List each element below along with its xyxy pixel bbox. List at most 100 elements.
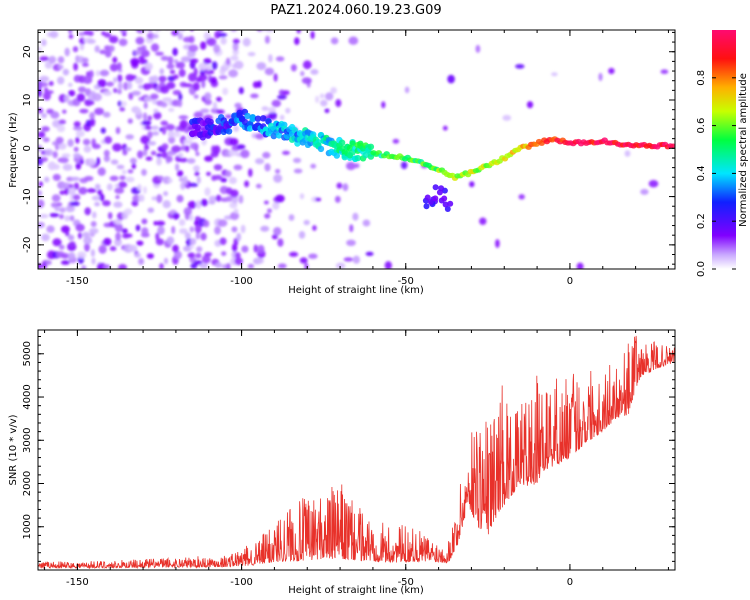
noise-cell xyxy=(167,56,174,65)
noise-cell xyxy=(299,257,308,264)
noise-cell xyxy=(210,70,214,74)
noise-cell xyxy=(118,264,128,269)
noise-cell xyxy=(81,265,87,269)
noise-cell xyxy=(169,69,176,75)
ridge-point xyxy=(354,154,361,162)
noise-cell xyxy=(98,245,107,254)
noise-cell xyxy=(59,157,69,164)
noise-cell xyxy=(229,211,240,221)
noise-cell xyxy=(69,215,75,222)
noise-cell xyxy=(50,111,60,119)
noise-cell xyxy=(301,77,312,84)
noise-cell xyxy=(233,60,244,70)
noise-cell xyxy=(261,106,269,111)
ridge-point xyxy=(367,143,375,150)
noise-cell xyxy=(238,194,244,204)
noise-cell xyxy=(189,214,194,222)
noise-cell xyxy=(91,195,101,201)
noise-cell xyxy=(173,59,179,64)
ridge-point xyxy=(333,152,340,159)
noise-cell xyxy=(92,211,97,219)
noise-cell xyxy=(264,67,275,76)
noise-cell xyxy=(168,107,175,112)
noise-cell xyxy=(194,224,202,234)
snr-ticks: -150 -100 -50 0 1000 2000 3000 4000 5000 xyxy=(22,330,675,588)
noise-cell xyxy=(79,42,85,51)
ridge-point xyxy=(441,195,448,202)
noise-cell xyxy=(95,70,100,77)
noise-cell xyxy=(124,147,132,152)
noise-cell xyxy=(228,176,237,185)
noise-cell xyxy=(277,238,284,247)
noise-cell xyxy=(308,253,318,259)
noise-cell xyxy=(75,223,85,232)
noise-cell xyxy=(312,225,317,231)
noise-cell xyxy=(152,33,159,39)
noise-cell xyxy=(154,30,159,33)
noise-cell xyxy=(336,182,343,189)
noise-cell xyxy=(166,81,176,90)
noise-cell xyxy=(100,127,106,134)
snr-ylabel: SNR (10 * v/v) xyxy=(8,414,19,485)
noise-cell xyxy=(84,207,91,216)
noise-cell xyxy=(255,183,262,189)
noise-cell xyxy=(97,167,106,176)
noise-cell xyxy=(195,151,200,157)
noise-cell xyxy=(94,45,100,53)
noise-cell xyxy=(469,181,475,188)
ridge-point xyxy=(275,132,283,139)
noise-cell xyxy=(60,225,70,234)
noise-cell xyxy=(151,125,159,130)
noise-cell xyxy=(277,263,287,269)
noise-cell xyxy=(203,31,211,41)
noise-cell xyxy=(294,37,300,45)
noise-cell xyxy=(143,112,148,121)
noise-cell xyxy=(58,244,65,250)
noise-cell xyxy=(60,260,70,265)
noise-cell xyxy=(330,37,339,45)
noise-cell xyxy=(38,82,49,88)
noise-cell xyxy=(67,138,74,147)
ridge-point xyxy=(362,151,369,159)
noise-cell xyxy=(113,77,118,83)
noise-cell xyxy=(155,220,166,226)
noise-cell xyxy=(135,224,141,232)
noise-cell xyxy=(240,224,246,234)
noise-cell xyxy=(161,126,167,135)
noise-cell xyxy=(264,163,271,172)
noise-cell xyxy=(68,186,76,196)
noise-cell xyxy=(180,56,191,63)
x-tick-label: -100 xyxy=(230,577,253,588)
noise-cell xyxy=(41,113,47,119)
noise-cell xyxy=(39,75,50,82)
noise-cell xyxy=(334,195,341,203)
noise-cell xyxy=(206,37,217,47)
noise-cell xyxy=(155,238,164,246)
noise-cell xyxy=(346,239,356,246)
noise-cell xyxy=(147,207,155,213)
noise-cell xyxy=(193,260,203,266)
noise-cell xyxy=(144,62,153,71)
noise-cell xyxy=(271,99,281,108)
ridge-point xyxy=(669,143,675,149)
noise-cell xyxy=(125,134,134,140)
noise-cell xyxy=(273,73,278,82)
noise-cell xyxy=(236,144,246,150)
y-tick-label: 20 xyxy=(22,45,33,58)
noise-cell xyxy=(162,97,173,102)
noise-cell xyxy=(99,69,110,77)
snr-background xyxy=(38,330,675,570)
noise-cell xyxy=(44,176,50,183)
noise-cell xyxy=(146,32,155,40)
noise-cell xyxy=(165,155,173,163)
noise-cell xyxy=(220,37,227,45)
x-tick-label: -150 xyxy=(66,577,89,588)
noise-cell xyxy=(94,202,100,207)
noise-cell xyxy=(271,234,278,240)
noise-cell xyxy=(352,212,359,221)
colorbar-ticks: 0.0 0.2 0.4 0.6 0.8 xyxy=(696,70,736,277)
noise-cell xyxy=(112,143,122,152)
noise-cell xyxy=(199,263,208,269)
noise-cell xyxy=(217,219,228,227)
noise-cell xyxy=(348,36,359,45)
